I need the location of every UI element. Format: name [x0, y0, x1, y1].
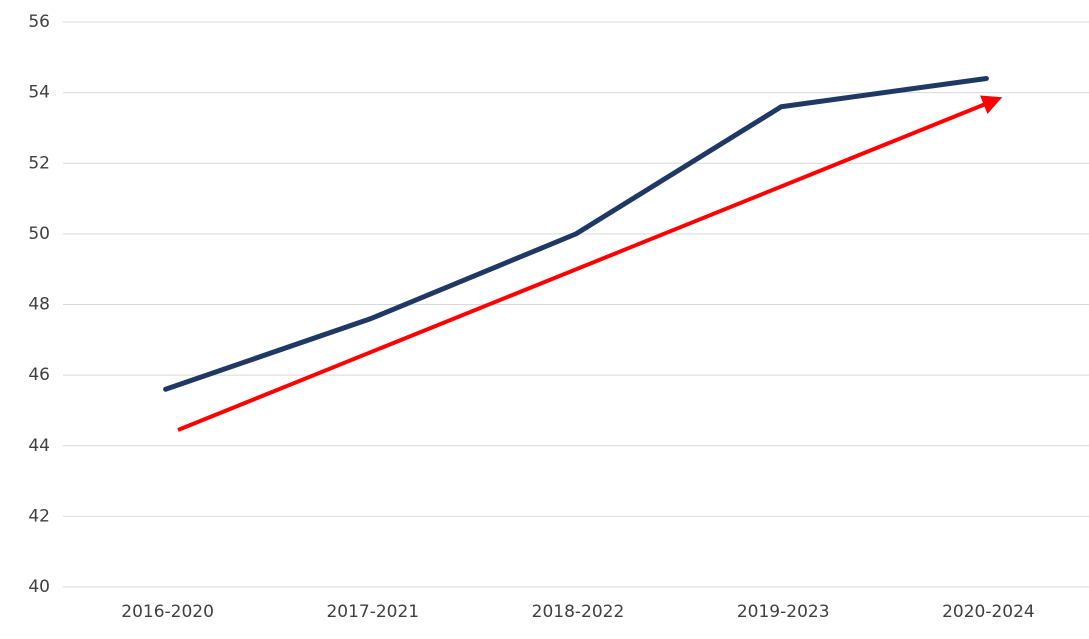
y-tick-label: 40 [28, 577, 50, 597]
y-tick-label: 52 [28, 153, 50, 173]
y-tick-label: 50 [28, 224, 50, 244]
y-tick-label: 54 [28, 83, 50, 103]
x-tick-label: 2018-2022 [532, 602, 625, 622]
marks [163, 76, 989, 392]
trend-arrow [177, 95, 1003, 432]
x-tick-label: 2017-2021 [326, 602, 419, 622]
x-tick-label: 2019-2023 [737, 602, 830, 622]
series-line [163, 76, 989, 392]
y-tick-label: 48 [28, 295, 50, 315]
x-tick-label: 2016-2020 [121, 602, 214, 622]
y-tick-label: 42 [28, 506, 50, 526]
y-tick-label: 44 [28, 436, 50, 456]
x-tick-label: 2020-2024 [942, 602, 1035, 622]
y-tick-label: 46 [28, 365, 50, 385]
y-tick-label: 56 [28, 12, 50, 32]
grid: 40 42 44 46 48 50 52 54 56 2016-2020 2017-2021 2018… [28, 12, 1089, 622]
